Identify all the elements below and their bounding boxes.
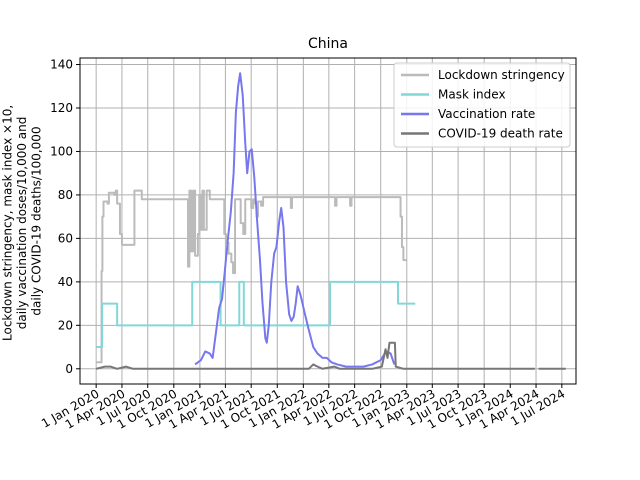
series-line-lockdown-stringency xyxy=(96,189,407,364)
series-lines xyxy=(95,72,566,370)
y-tick-label: 60 xyxy=(58,231,73,245)
legend-label: Lockdown stringency xyxy=(438,68,565,82)
y-tick-label: 140 xyxy=(50,58,73,72)
y-tick-label: 80 xyxy=(58,188,73,202)
legend-label: Mask index xyxy=(438,88,506,102)
y-axis-label-line-3: daily COVID-19 deaths/100,000 xyxy=(29,126,43,315)
y-axis-label: Lockdown stringency, mask index ×10, dai… xyxy=(1,101,44,341)
legend-label: COVID-19 death rate xyxy=(438,127,563,141)
series-line-vaccination-rate xyxy=(194,72,396,368)
legend-label: Vaccination rate xyxy=(438,107,535,121)
y-tick-label: 100 xyxy=(50,144,73,158)
y-tick-label: 120 xyxy=(50,101,73,115)
y-axis-label-line-1: Lockdown stringency, mask index ×10, xyxy=(1,105,15,341)
chart-title: China xyxy=(308,36,348,52)
y-tick-label: 0 xyxy=(65,362,73,376)
y-tick-label: 40 xyxy=(58,275,73,289)
y-tick-label: 20 xyxy=(58,318,73,332)
series-line-covid-19-death-rate xyxy=(95,341,566,370)
legend: Lockdown stringency Mask index Vaccination… xyxy=(393,62,571,148)
plot-frame xyxy=(79,57,577,385)
series-line-mask-index xyxy=(96,280,416,349)
y-axis-label-line-2: daily vaccination doses/10,000 and xyxy=(15,117,29,330)
y-axis: 0 20 40 60 80 100 120 140 xyxy=(50,58,80,376)
legend-box xyxy=(393,62,571,148)
